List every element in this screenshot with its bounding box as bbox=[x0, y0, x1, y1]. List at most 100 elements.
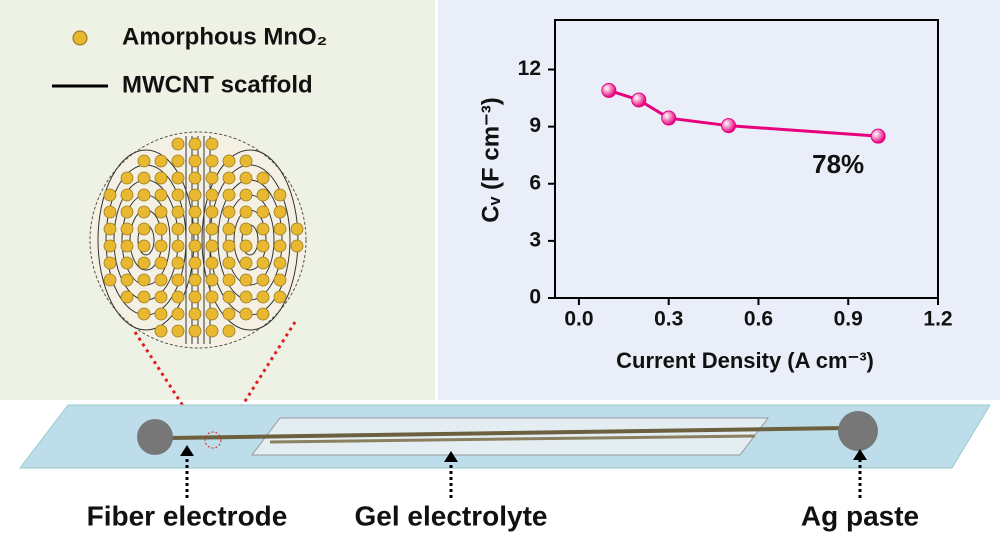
particle bbox=[290, 239, 304, 253]
particle bbox=[154, 290, 168, 304]
particle bbox=[222, 273, 236, 287]
particle bbox=[188, 154, 202, 168]
particle bbox=[154, 273, 168, 287]
particle bbox=[256, 307, 270, 321]
particle bbox=[256, 273, 270, 287]
particle bbox=[154, 171, 168, 185]
ag-paste bbox=[838, 411, 878, 451]
zoom-line bbox=[133, 321, 297, 455]
particle bbox=[137, 154, 151, 168]
particle bbox=[239, 222, 253, 236]
particle bbox=[154, 256, 168, 270]
particle bbox=[171, 239, 185, 253]
particle bbox=[137, 256, 151, 270]
particle bbox=[188, 290, 202, 304]
y-axis-label: Cᵥ (F cm⁻³) bbox=[477, 97, 504, 222]
particle bbox=[154, 222, 168, 236]
particle bbox=[137, 239, 151, 253]
particle bbox=[188, 307, 202, 321]
particle bbox=[171, 205, 185, 219]
particle bbox=[103, 273, 117, 287]
particle bbox=[188, 171, 202, 185]
particle bbox=[120, 171, 134, 185]
particle bbox=[205, 188, 219, 202]
particle bbox=[103, 222, 117, 236]
particle bbox=[239, 205, 253, 219]
particle bbox=[205, 222, 219, 236]
particle bbox=[256, 256, 270, 270]
particle bbox=[273, 222, 287, 236]
particle bbox=[239, 154, 253, 168]
y-tick-label: 12 bbox=[518, 57, 541, 80]
particle bbox=[222, 324, 236, 338]
particle bbox=[171, 273, 185, 287]
particle bbox=[137, 188, 151, 202]
particle bbox=[154, 307, 168, 321]
particle bbox=[222, 290, 236, 304]
particle bbox=[120, 205, 134, 219]
annotation: 78% bbox=[812, 149, 864, 179]
particle bbox=[239, 256, 253, 270]
particle bbox=[205, 154, 219, 168]
particle bbox=[188, 205, 202, 219]
legend-text: Amorphous MnO₂ bbox=[122, 23, 327, 50]
particle bbox=[273, 273, 287, 287]
legend-text: MWCNT scaffold bbox=[122, 71, 313, 98]
data-point bbox=[661, 110, 677, 126]
particle bbox=[205, 307, 219, 321]
particle bbox=[222, 205, 236, 219]
particle bbox=[137, 222, 151, 236]
particle bbox=[137, 273, 151, 287]
particle bbox=[120, 273, 134, 287]
fiber bbox=[269, 434, 756, 444]
particle bbox=[137, 307, 151, 321]
particle bbox=[171, 324, 185, 338]
particle bbox=[154, 188, 168, 202]
x-tick-label: 0.0 bbox=[564, 308, 593, 331]
particle bbox=[222, 307, 236, 321]
particle bbox=[188, 239, 202, 253]
particle bbox=[205, 137, 219, 151]
particle bbox=[222, 171, 236, 185]
data-point bbox=[631, 92, 647, 108]
fiber-cross-section bbox=[89, 131, 307, 349]
particle bbox=[120, 222, 134, 236]
gel bbox=[250, 417, 770, 456]
particle bbox=[120, 256, 134, 270]
particle bbox=[273, 290, 287, 304]
right-panel bbox=[438, 0, 1000, 400]
particle bbox=[188, 188, 202, 202]
particle bbox=[154, 205, 168, 219]
particle bbox=[222, 188, 236, 202]
particle bbox=[137, 171, 151, 185]
data-point bbox=[601, 82, 617, 98]
particle bbox=[171, 256, 185, 270]
particle bbox=[120, 239, 134, 253]
particle bbox=[205, 239, 219, 253]
particle bbox=[273, 256, 287, 270]
particle bbox=[188, 137, 202, 151]
particle bbox=[205, 171, 219, 185]
particle bbox=[256, 188, 270, 202]
y-tick-label: 3 bbox=[529, 228, 541, 251]
data-point bbox=[721, 118, 737, 134]
particle bbox=[103, 256, 117, 270]
data-point bbox=[870, 128, 886, 144]
particle bbox=[222, 222, 236, 236]
particle bbox=[103, 205, 117, 219]
particle bbox=[256, 171, 270, 185]
particle bbox=[120, 290, 134, 304]
x-tick-label: 0.6 bbox=[744, 308, 773, 331]
x-axis-label: Current Density (A cm⁻³) bbox=[616, 348, 874, 373]
particle bbox=[137, 290, 151, 304]
x-tick-label: 0.3 bbox=[654, 308, 683, 331]
particle bbox=[154, 239, 168, 253]
zoom-circle bbox=[204, 431, 222, 449]
particle bbox=[188, 324, 202, 338]
particle bbox=[256, 222, 270, 236]
particle bbox=[103, 188, 117, 202]
particle bbox=[222, 256, 236, 270]
legend-dot bbox=[72, 30, 88, 46]
particle bbox=[239, 307, 253, 321]
